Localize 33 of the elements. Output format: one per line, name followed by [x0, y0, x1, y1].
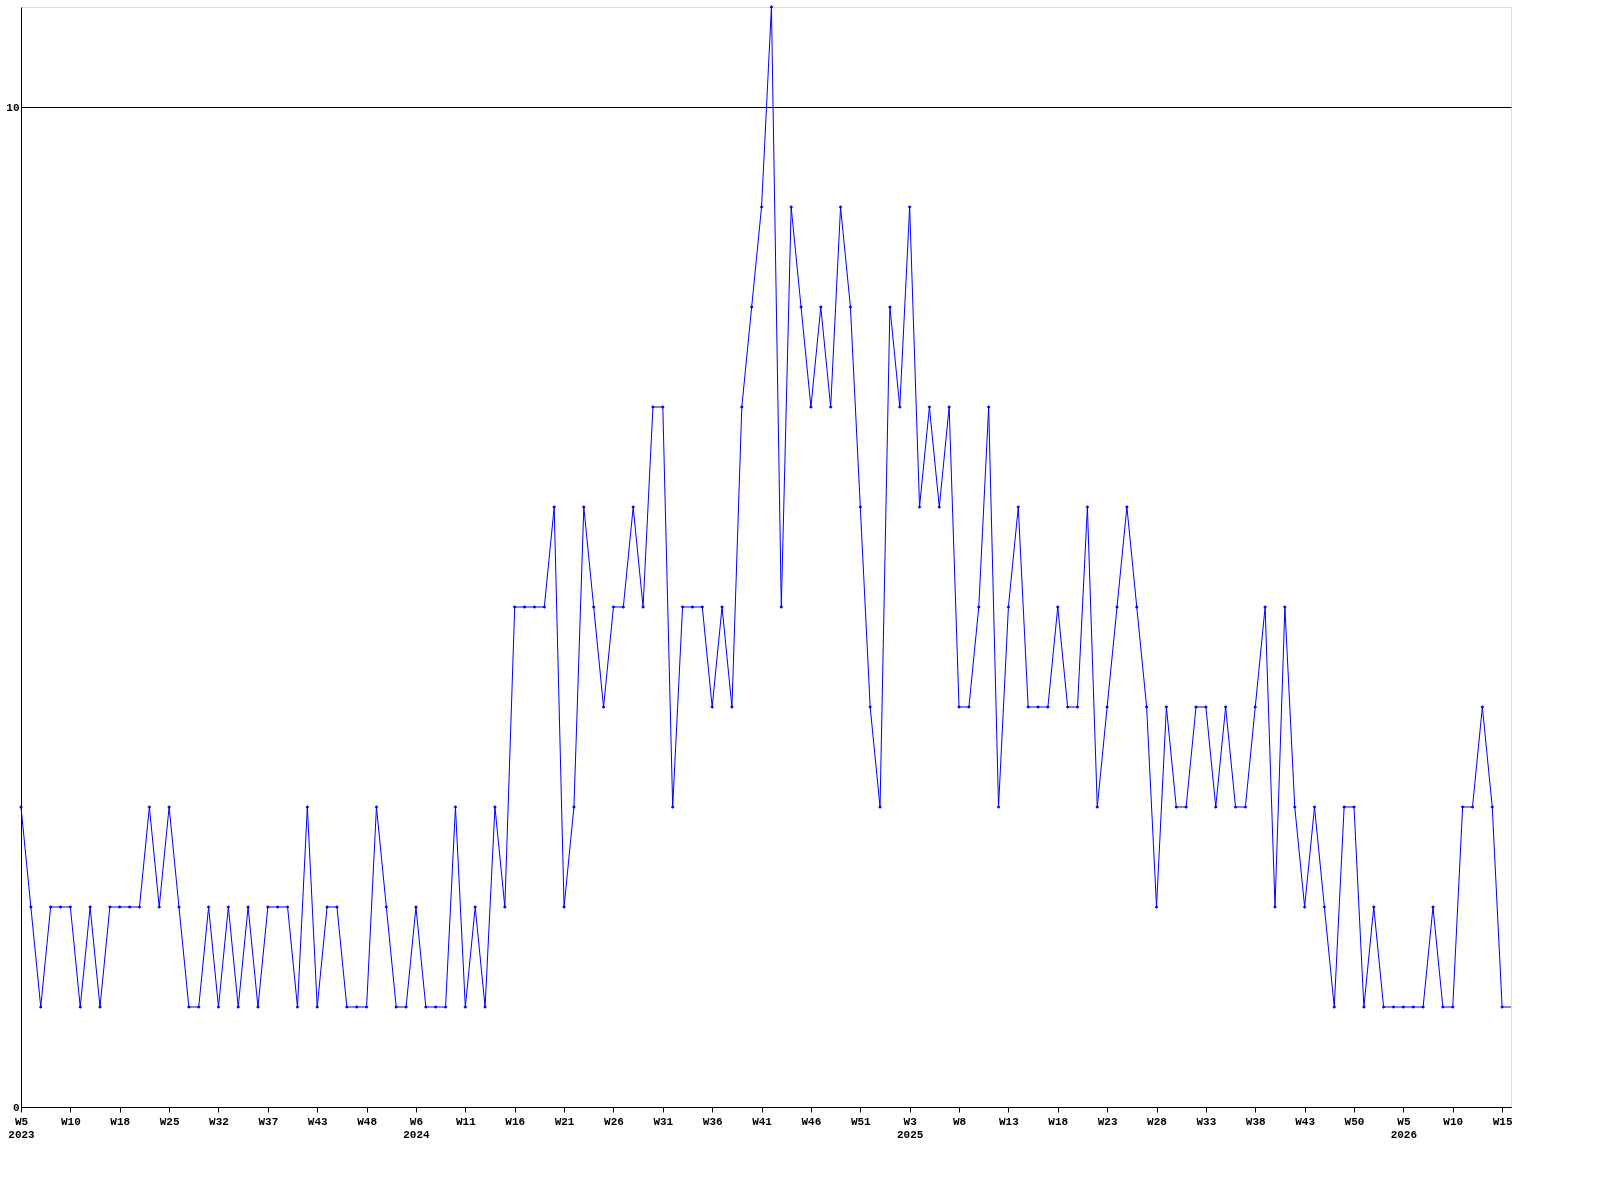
x-tick-label: W33: [1196, 1115, 1217, 1128]
x-tick-label: W13: [999, 1115, 1020, 1128]
x-tick-label: W10: [1443, 1115, 1464, 1128]
x-tick-label: W15: [1492, 1115, 1513, 1128]
y-tick-label: 0: [12, 1101, 20, 1114]
x-tick-label: W16: [505, 1115, 526, 1128]
x-tick-label: W18: [1048, 1115, 1069, 1128]
x-tick-label: W26: [604, 1115, 624, 1128]
x-tick-label: W8: [952, 1115, 967, 1128]
x-tick-label: W6 2024: [403, 1115, 431, 1141]
x-tick-label: W31: [653, 1115, 674, 1128]
x-tick-label: W50: [1344, 1115, 1365, 1128]
x-tick-label: W37: [258, 1115, 279, 1128]
x-tick-label: W46: [801, 1115, 822, 1128]
x-tick-label: W18: [110, 1115, 131, 1128]
x-tick-label: W48: [357, 1115, 378, 1128]
x-tick-label: W51: [850, 1115, 872, 1128]
x-tick-label: W21: [554, 1115, 575, 1128]
x-tick-label: W23: [1097, 1115, 1118, 1128]
x-tick-label: W32: [209, 1115, 229, 1128]
y-tick-label: 10: [6, 101, 20, 114]
x-tick-label: W38: [1245, 1115, 1267, 1128]
x-tick-label: W10: [60, 1115, 81, 1128]
x-tick-label: W43: [1295, 1115, 1316, 1128]
x-tick-label: W5 2023: [8, 1115, 36, 1141]
x-tick-label: W25: [159, 1115, 180, 1128]
x-tick-label: W36: [702, 1115, 723, 1128]
x-tick-label: W41: [752, 1115, 773, 1128]
x-tick-label: W11: [455, 1115, 477, 1128]
x-tick-label: W3 2025: [896, 1115, 924, 1141]
x-tick-label: W5 2026: [1390, 1115, 1418, 1141]
x-tick-label: W28: [1147, 1115, 1168, 1128]
x-tick-label: W43: [307, 1115, 329, 1128]
